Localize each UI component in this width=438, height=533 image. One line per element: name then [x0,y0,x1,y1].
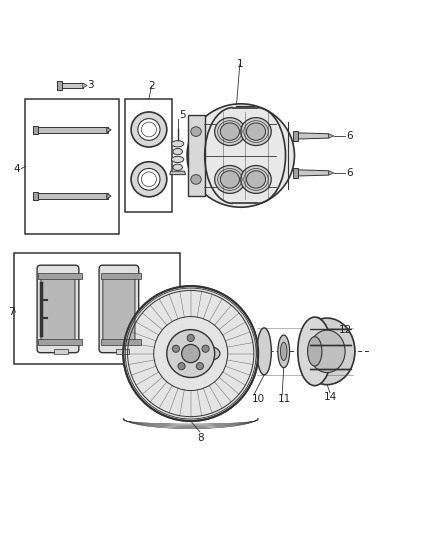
Bar [101,340,141,344]
Bar [188,115,205,196]
Text: 6: 6 [346,168,353,178]
Text: 1: 1 [237,59,243,69]
Ellipse shape [191,175,201,184]
Polygon shape [33,127,108,133]
Polygon shape [83,83,87,88]
Ellipse shape [196,346,220,361]
Bar [54,349,68,354]
Ellipse shape [307,337,322,366]
Ellipse shape [220,171,240,188]
Polygon shape [33,193,108,199]
Bar [116,349,129,354]
Polygon shape [329,171,334,175]
Polygon shape [298,133,329,139]
Text: 8: 8 [198,433,204,443]
Polygon shape [329,134,334,138]
Ellipse shape [172,156,184,163]
Ellipse shape [278,335,290,368]
Text: 6: 6 [346,131,353,141]
Ellipse shape [173,164,183,171]
Text: 3: 3 [87,79,94,90]
Ellipse shape [215,118,245,146]
Ellipse shape [187,104,294,207]
Polygon shape [57,81,62,90]
Text: 7: 7 [7,307,14,317]
Bar [14,254,180,365]
Text: 4: 4 [14,164,21,174]
Polygon shape [170,171,185,175]
Bar [39,340,81,344]
Text: 14: 14 [323,392,337,402]
Polygon shape [293,168,298,177]
Polygon shape [62,83,83,88]
Text: 10: 10 [251,394,265,404]
Ellipse shape [123,286,258,421]
Polygon shape [293,131,298,141]
FancyBboxPatch shape [37,265,79,353]
Ellipse shape [182,344,200,362]
Ellipse shape [172,141,184,147]
Polygon shape [33,126,39,134]
FancyBboxPatch shape [41,276,75,343]
Ellipse shape [309,330,345,373]
Text: 2: 2 [148,81,155,91]
FancyBboxPatch shape [103,276,135,343]
Bar [39,273,81,279]
Ellipse shape [196,362,203,370]
Ellipse shape [247,123,265,140]
Ellipse shape [247,171,265,188]
Ellipse shape [300,318,355,385]
Ellipse shape [178,362,185,370]
Bar [125,99,173,212]
Polygon shape [107,193,111,199]
Polygon shape [33,192,39,200]
Ellipse shape [280,342,287,360]
Ellipse shape [202,345,209,352]
Polygon shape [298,170,329,176]
Bar [25,99,119,234]
Polygon shape [107,127,111,133]
Text: 12: 12 [339,325,352,335]
Ellipse shape [257,328,271,375]
Ellipse shape [172,345,180,352]
Text: 11: 11 [278,394,291,404]
Ellipse shape [241,118,271,146]
Ellipse shape [138,168,160,190]
FancyBboxPatch shape [99,265,139,353]
Ellipse shape [215,166,245,193]
Ellipse shape [131,112,167,147]
Ellipse shape [167,329,215,377]
Ellipse shape [220,123,240,140]
Ellipse shape [191,127,201,136]
Text: 5: 5 [179,110,185,120]
Ellipse shape [187,334,194,342]
Ellipse shape [298,317,332,386]
Ellipse shape [131,161,167,197]
Ellipse shape [241,166,271,193]
Ellipse shape [138,119,160,140]
Ellipse shape [173,149,183,155]
Bar [101,273,141,279]
